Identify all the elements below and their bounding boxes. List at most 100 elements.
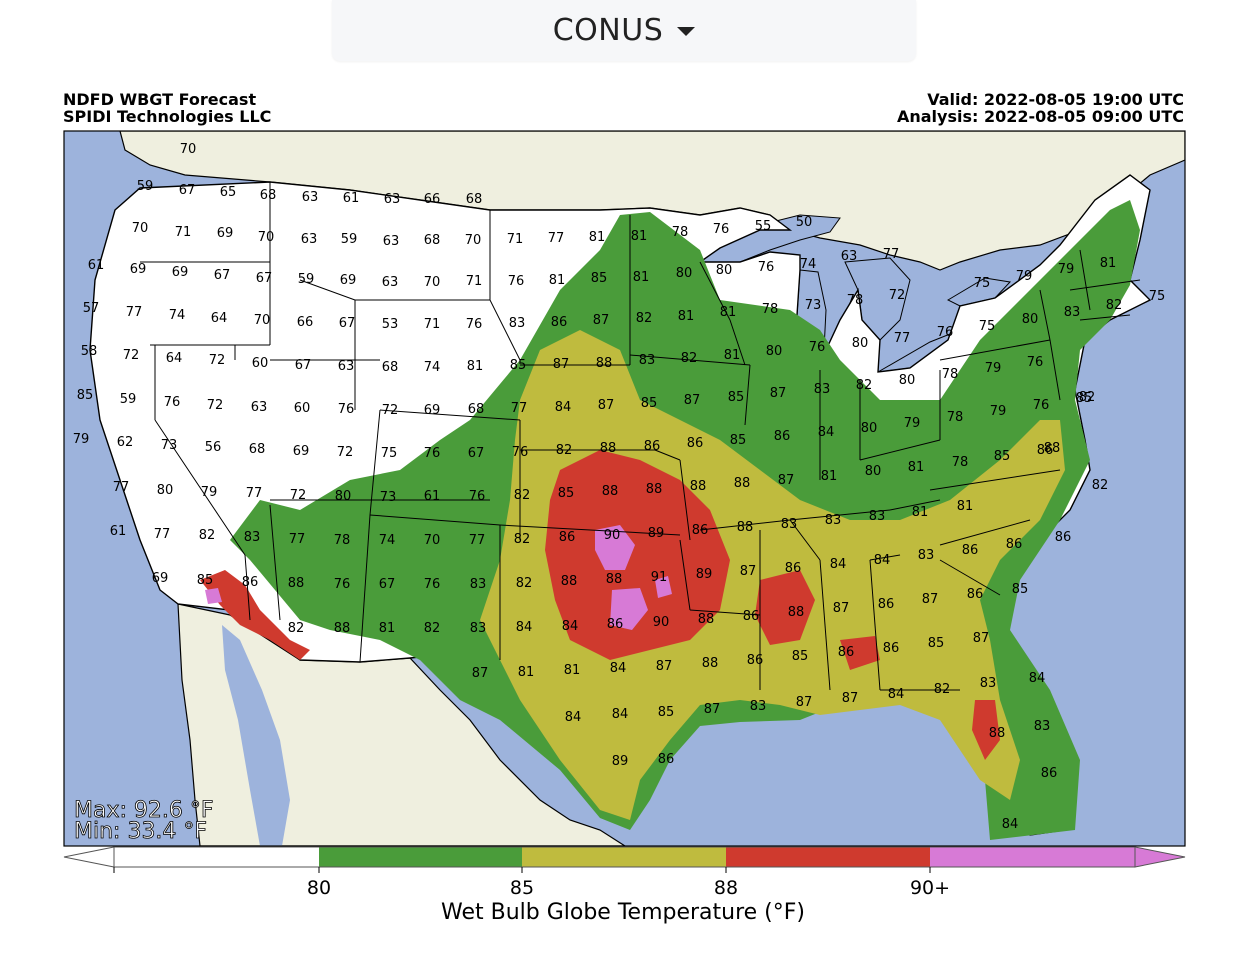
station-value-label: 86	[242, 575, 259, 590]
map-organization: SPIDI Technologies LLC	[63, 107, 272, 126]
station-value-label: 87	[740, 564, 757, 579]
station-value-label: 84	[612, 707, 629, 722]
station-value-label: 85	[730, 433, 747, 448]
station-value-label: 76	[937, 325, 954, 340]
colorbar-tick-88: 88	[713, 877, 739, 899]
station-value-label: 85	[1076, 391, 1093, 406]
station-value-label: 77	[113, 480, 130, 495]
station-value-label: 83	[470, 621, 487, 636]
station-value-label: 84	[874, 553, 891, 568]
colorbar-low-extension	[63, 846, 115, 868]
station-value-label: 75	[1149, 289, 1166, 304]
station-value-label: 63	[841, 249, 858, 264]
station-value-label: 84	[1029, 671, 1046, 686]
station-value-label: 86	[1055, 530, 1072, 545]
station-value-label: 77	[126, 305, 143, 320]
station-value-label: 86	[692, 523, 709, 538]
colorbar-segment-green	[319, 847, 522, 867]
station-value-label: 82	[1079, 390, 1096, 405]
station-value-label: 85	[1012, 582, 1029, 597]
station-value-label: 87	[684, 393, 701, 408]
station-value-label: 80	[1022, 312, 1039, 327]
station-value-label: 88	[737, 520, 754, 535]
station-value-label: 90	[604, 528, 621, 543]
station-value-label: 87	[778, 473, 795, 488]
station-value-label: 76	[508, 274, 525, 289]
station-value-label: 61	[110, 524, 127, 539]
region-select-dropdown[interactable]: CONUS	[332, 0, 916, 61]
station-value-label: 59	[120, 392, 137, 407]
colorbar-high-extension	[1134, 846, 1186, 868]
station-value-label: 72	[209, 353, 226, 368]
station-value-label: 81	[720, 305, 737, 320]
station-value-label: 84	[565, 710, 582, 725]
colorbar-tick-80: 80	[306, 877, 332, 899]
station-value-label: 70	[254, 313, 271, 328]
station-value-label: 74	[424, 360, 441, 375]
station-value-label: 88	[698, 612, 715, 627]
station-value-label: 78	[672, 225, 689, 240]
station-value-label: 79	[1016, 269, 1033, 284]
station-value-label: 78	[762, 302, 779, 317]
station-value-label: 69	[172, 265, 189, 280]
station-value-label: 86	[644, 439, 661, 454]
station-value-label: 86	[1037, 443, 1054, 458]
station-value-label: 82	[1092, 478, 1109, 493]
station-value-label: 83	[639, 353, 656, 368]
station-value-label: 70	[424, 533, 441, 548]
station-value-label: 82	[636, 311, 653, 326]
station-value-label: 63	[301, 232, 318, 247]
station-value-label: 64	[166, 351, 183, 366]
station-value-label: 50	[796, 215, 813, 230]
station-value-label: 88	[334, 621, 351, 636]
station-value-label: 86	[747, 653, 764, 668]
station-value-label: 81	[908, 460, 925, 475]
station-value-label: 87	[593, 313, 610, 328]
station-value-label: 88	[561, 574, 578, 589]
station-value-label: 70	[132, 221, 149, 236]
station-value-label: 80	[899, 373, 916, 388]
station-value-label: 82	[199, 528, 216, 543]
station-value-label: 70	[424, 275, 441, 290]
station-value-label: 80	[852, 336, 869, 351]
station-value-label: 77	[154, 527, 171, 542]
station-value-label: 79	[201, 485, 218, 500]
station-value-label: 67	[179, 183, 196, 198]
station-value-label: 82	[556, 443, 573, 458]
station-value-label: 76	[338, 402, 355, 417]
station-labels: 70 59 67 65 68 63 61 63 66 68 70 71 69 70 63 59 63 68 70 71…	[73, 142, 1166, 832]
analysis-time: Analysis: 2022-08-05 09:00 UTC	[896, 107, 1184, 126]
wbgt-band-olive	[480, 330, 1065, 820]
caret-down-icon	[677, 27, 696, 36]
station-value-label: 67	[256, 271, 273, 286]
station-value-label: 81	[1100, 256, 1117, 271]
station-value-label: 63	[251, 400, 268, 415]
station-value-label: 83	[509, 316, 526, 331]
colorbar-segment-white	[114, 847, 319, 867]
station-value-label: 60	[252, 356, 269, 371]
wbgt-band-red	[200, 450, 1000, 760]
station-value-label: 81	[633, 270, 650, 285]
station-value-label: 69	[130, 262, 147, 277]
station-value-label: 83	[980, 676, 997, 691]
station-value-label: 76	[424, 446, 441, 461]
station-value-label: 81	[589, 230, 606, 245]
station-value-label: 63	[383, 234, 400, 249]
station-value-label: 87	[656, 659, 673, 674]
station-value-label: 69	[152, 571, 169, 586]
station-value-label: 82	[288, 621, 305, 636]
station-value-label: 53	[382, 317, 399, 332]
colorbar-outline	[113, 846, 1136, 868]
station-value-label: 69	[424, 403, 441, 418]
station-value-label: 56	[205, 440, 222, 455]
station-value-label: 77	[289, 532, 306, 547]
station-value-label: 80	[766, 344, 783, 359]
station-value-label: 63	[338, 359, 355, 374]
station-value-label: 87	[472, 666, 489, 681]
station-value-label: 86	[838, 645, 855, 660]
station-value-label: 55	[755, 219, 772, 234]
station-value-label: 88	[606, 572, 623, 587]
station-value-label: 86	[774, 429, 791, 444]
station-value-label: 87	[922, 592, 939, 607]
station-value-label: 60	[294, 401, 311, 416]
